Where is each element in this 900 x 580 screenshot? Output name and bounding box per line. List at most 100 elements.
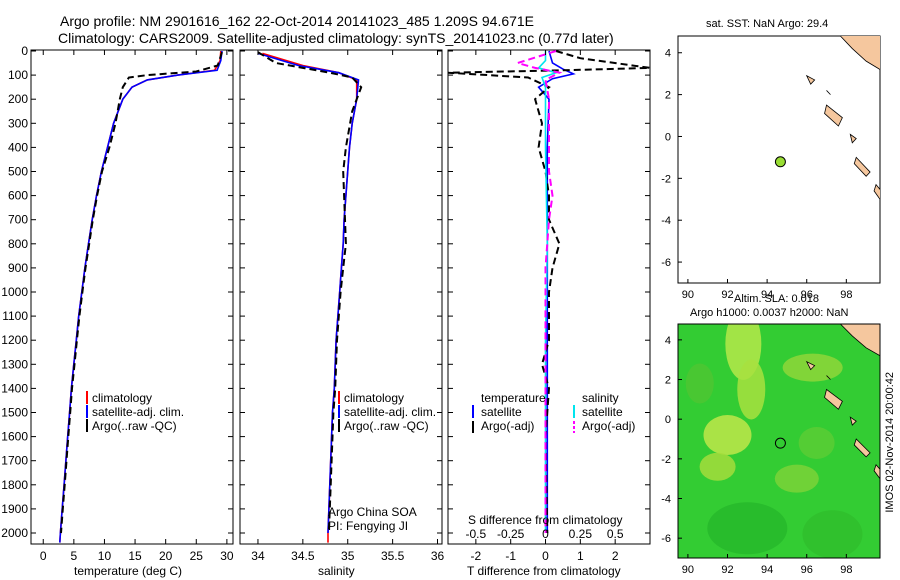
difference-curves: [448, 50, 650, 534]
x-tick-label: 25: [190, 549, 204, 563]
credit-line-1: Argo China SOA: [328, 505, 417, 519]
x-tick-label: 30: [220, 549, 234, 563]
legend-argo: Argo(..raw -QC): [344, 419, 429, 433]
x-tick-label: 5: [71, 549, 78, 563]
s-tick-label: 0.5: [607, 527, 624, 541]
difference-x-axis: -2 -1 0 1 2 -0.5 -0.25 0 0.25 0.5: [466, 50, 624, 563]
depth-tick-label: 0: [21, 44, 28, 58]
legend-argo-t: Argo(-adj): [481, 419, 534, 433]
sst-map-title: sat. SST: NaN Argo: 29.4: [706, 18, 828, 30]
depth-tick-label: 1200: [1, 333, 28, 347]
temperature-x-axis: 0 5 10 15 20 25 30: [40, 50, 234, 563]
title-line-2: Climatology: CARS2009. Satellite-adjuste…: [58, 30, 614, 46]
depth-tick-label: 300: [8, 116, 28, 130]
island: [824, 104, 843, 127]
temperature-panel: [30, 49, 234, 545]
series-argo-t: [448, 50, 650, 534]
imos-timestamp: IMOS 02-Nov-2014 20:00:42: [884, 372, 896, 513]
depth-tick-label: 1400: [1, 381, 28, 395]
x-tick-label: 15: [128, 549, 142, 563]
lon-tick-label: 92: [721, 564, 733, 576]
sla-patch: [699, 452, 736, 481]
title-line-1: Argo profile: NM 2901616_162 22-Oct-2014…: [60, 13, 534, 29]
series-satellite-s: [537, 51, 559, 533]
x-tick-label: 34.5: [291, 549, 315, 563]
legend-satellite-s: satellite: [582, 405, 623, 419]
x-tick-label: -2: [471, 549, 482, 563]
island: [853, 438, 871, 458]
sla-patch: [703, 415, 752, 456]
salinity-x-axis: 34 34.5 35 35.5 36: [251, 50, 445, 563]
lon-tick-label: 94: [761, 564, 773, 576]
sla-map-title-2: Argo h1000: 0.0037 h2000: NaN: [690, 307, 848, 319]
x-tick-label: 10: [98, 549, 112, 563]
lon-tick-label: 92: [721, 289, 733, 301]
legend-argo: Argo(..raw -QC): [92, 419, 177, 433]
island: [805, 74, 816, 85]
x-tick-label: 34: [251, 549, 265, 563]
difference-xlabel-s: S difference from climatology: [468, 513, 623, 527]
difference-panel: [447, 49, 651, 545]
x-tick-label: 36: [431, 549, 445, 563]
legend-satellite-t: satellite: [481, 405, 522, 419]
lon-tick-label: 90: [682, 289, 694, 301]
lat-tick-label: -6: [661, 533, 671, 545]
temperature-curves: [59, 50, 223, 543]
argo-float-marker-sla: [774, 437, 786, 449]
x-tick-label: 0: [542, 549, 549, 563]
lon-tick-label: 90: [682, 564, 694, 576]
lon-tick-label: 98: [840, 289, 852, 301]
lat-tick-label: 0: [665, 131, 671, 143]
lat-tick-label: 4: [665, 48, 671, 60]
series-argo: [257, 51, 363, 531]
lat-tick-label: -2: [661, 173, 671, 185]
island: [826, 375, 831, 380]
temperature-xlabel: temperature (deg C): [74, 564, 182, 578]
sumatra-land: [839, 36, 880, 70]
legend-temperature-head: temperature: [481, 391, 546, 405]
depth-tick-label: 800: [8, 237, 28, 251]
salinity-legend: climatology satellite-adj. clim. Argo(..…: [338, 391, 436, 433]
sla-patch: [685, 363, 714, 404]
salinity-curves: [257, 51, 363, 543]
sla-patch: [798, 426, 835, 459]
depth-tick-label: 700: [8, 213, 28, 227]
s-tick-label: -0.5: [466, 527, 487, 541]
legend-satellite: satellite-adj. clim.: [92, 405, 184, 419]
depth-tick-label: 100: [8, 68, 28, 82]
island: [824, 388, 843, 410]
depth-axis: 0 100 200 300 400 500 600 700 800 900 1000 1100 1200…: [1, 44, 650, 540]
x-tick-label: 35.5: [381, 549, 405, 563]
sla-patch: [737, 359, 766, 420]
series-climatology: [262, 52, 358, 543]
x-tick-label: 1: [577, 549, 584, 563]
s-tick-label: -0.25: [497, 527, 525, 541]
depth-tick-label: 1300: [1, 357, 28, 371]
lat-tick-label: 2: [665, 90, 671, 102]
series-satellite: [59, 50, 223, 543]
sst-map-axes: 90 92 94 96 98 4 2 0 -2 -4 -6: [661, 48, 852, 301]
series-argo: [60, 51, 223, 534]
series-climatology: [59, 50, 222, 543]
series-satellite: [257, 52, 360, 534]
legend-climatology: climatology: [344, 391, 404, 405]
temperature-legend: climatology satellite-adj. clim. Argo(..…: [86, 391, 184, 433]
x-tick-label: 20: [159, 549, 173, 563]
depth-tick-label: 600: [8, 189, 28, 203]
depth-tick-label: 1800: [1, 478, 28, 492]
lon-tick-label: 94: [761, 289, 773, 301]
sst-map-land: [805, 36, 880, 200]
series-argo-s: [514, 50, 563, 533]
legend-climatology: climatology: [92, 391, 152, 405]
sla-patch: [707, 502, 788, 555]
island: [873, 183, 880, 200]
depth-tick-label: 200: [8, 92, 28, 106]
sla-field: [685, 324, 863, 558]
depth-tick-label: 2000: [1, 526, 28, 540]
difference-xlabel-t: T difference from climatology: [467, 564, 621, 578]
island: [849, 416, 857, 426]
island: [873, 464, 880, 480]
sumatra-land: [839, 324, 880, 357]
sla-patch: [774, 464, 819, 493]
